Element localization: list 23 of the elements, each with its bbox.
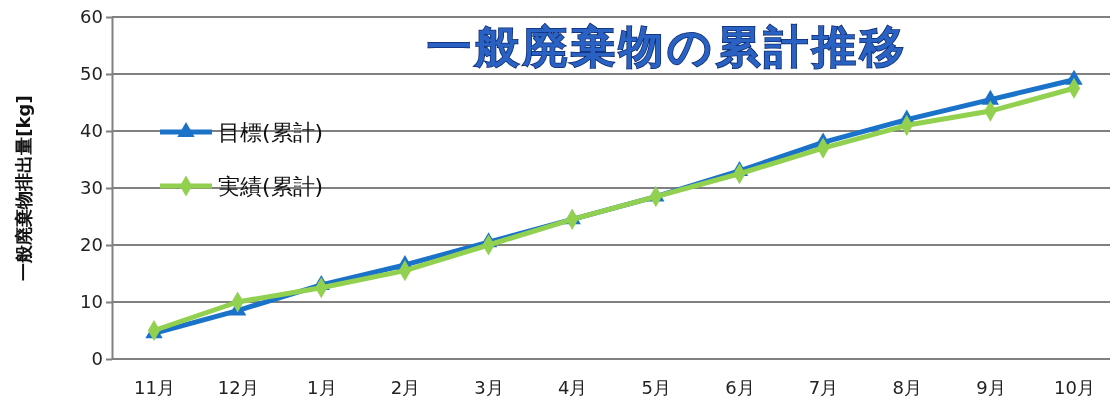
x-tick-label: 12月 (217, 376, 259, 398)
x-tick-label: 1月 (307, 376, 337, 398)
y-tick-label: 60 (80, 6, 103, 28)
y-axis-title: 一般廃棄物排出量[kg] (13, 95, 34, 281)
legend-label: 実績(累計) (218, 174, 324, 199)
chart-title: 一般廃棄物の累計推移 (426, 21, 908, 72)
y-tick-label: 50 (80, 63, 103, 85)
x-tick-label: 4月 (557, 376, 588, 398)
legend-label: 目標(累計) (218, 120, 324, 145)
x-tick-label: 5月 (641, 376, 672, 398)
y-tick-label: 20 (80, 234, 103, 256)
x-tick-label: 2月 (390, 376, 421, 398)
x-tick-label: 11月 (134, 376, 175, 398)
x-tick-label: 6月 (725, 376, 755, 398)
x-tick-label: 8月 (892, 376, 922, 398)
y-tick-label: 40 (80, 120, 103, 142)
y-tick-label: 30 (80, 177, 103, 199)
x-tick-label: 9月 (976, 376, 1006, 398)
x-tick-label: 7月 (808, 376, 839, 398)
y-tick-label: 10 (80, 291, 103, 313)
x-tick-label: 10月 (1054, 376, 1095, 398)
y-tick-label: 0 (91, 348, 103, 370)
x-tick-label: 3月 (474, 376, 504, 398)
